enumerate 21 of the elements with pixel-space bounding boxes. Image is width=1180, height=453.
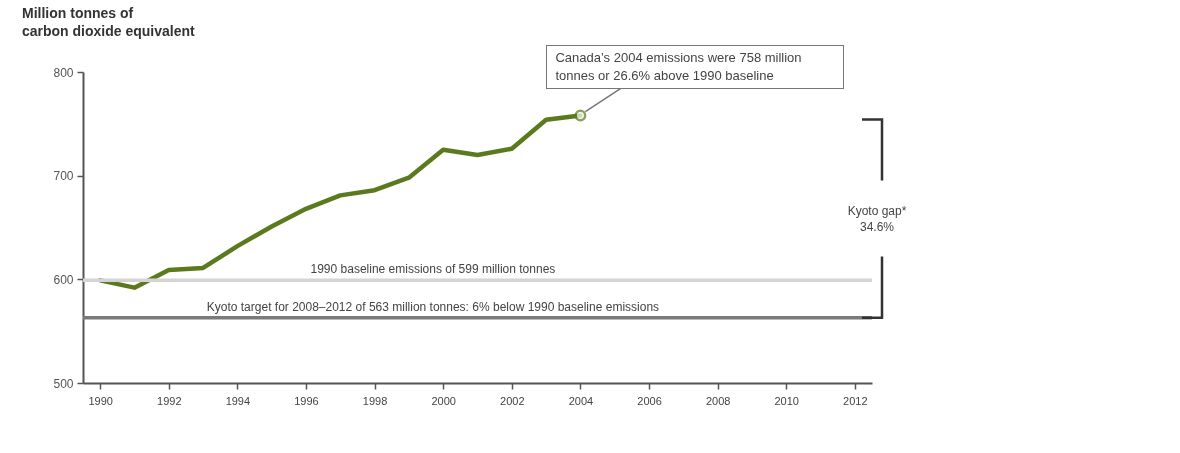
x-tick-label: 2012 [843,394,868,407]
y-tick-label: 800 [53,65,74,80]
x-tick-label: 1990 [88,394,113,407]
y-tick-label: 500 [53,376,74,391]
y-axis-title: Million tonnes of carbon dioxide equivalent [22,4,195,40]
x-tick-label: 1996 [294,394,319,407]
x-tick-label: 2008 [705,394,731,407]
y-tick-label: 700 [53,169,74,184]
x-tick-label: 2006 [637,394,662,407]
y-tick-label: 600 [53,272,74,287]
ref-line-label: Kyoto target for 2008–2012 of 563 million tonnes: 6% below 1990 baseline emissions [206,299,660,314]
callout-box: Canada’s 2004 emissions were 758 million tonnes or 26.6% above 1990 baseline [546,44,845,89]
x-tick-label: 2010 [774,394,799,407]
x-tick-label: 2004 [568,394,594,407]
x-tick-label: 2002 [500,394,525,407]
annotation: Kyoto gap* 34.6% [847,202,907,235]
ref-line-label: 1990 baseline emissions of 599 million tonnes [310,262,556,277]
x-tick-label: 2000 [431,394,456,407]
x-tick-label: 1998 [362,394,388,407]
x-tick-label: 1992 [157,394,182,407]
x-tick-label: 1994 [225,394,251,407]
